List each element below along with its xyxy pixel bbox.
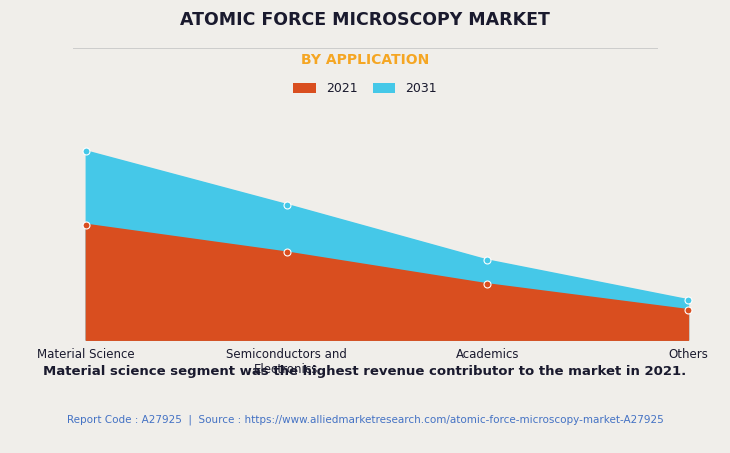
- Text: BY APPLICATION: BY APPLICATION: [301, 53, 429, 67]
- Point: [80, 148, 92, 155]
- Point: [280, 201, 292, 208]
- Point: [280, 249, 292, 256]
- Legend: 2021, 2031: 2021, 2031: [290, 79, 440, 99]
- Text: ATOMIC FORCE MICROSCOPY MARKET: ATOMIC FORCE MICROSCOPY MARKET: [180, 11, 550, 29]
- Text: Material science segment was the highest revenue contributor to the market in 20: Material science segment was the highest…: [43, 365, 687, 378]
- Point: [682, 296, 694, 304]
- Point: [482, 257, 493, 264]
- Point: [682, 306, 694, 313]
- Point: [482, 280, 493, 288]
- Text: Report Code : A27925  |  Source : https://www.alliedmarketresearch.com/atomic-fo: Report Code : A27925 | Source : https://…: [66, 414, 664, 425]
- Point: [80, 221, 92, 228]
